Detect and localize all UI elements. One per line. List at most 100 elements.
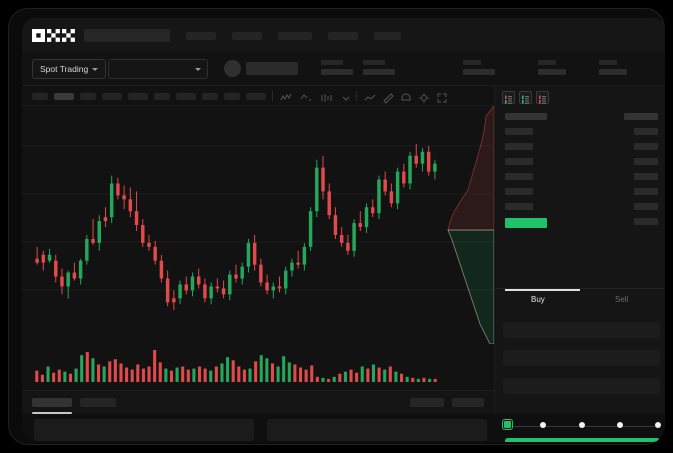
amount-slider-handle[interactable] — [503, 420, 512, 429]
header-nav-item-0[interactable] — [186, 32, 216, 40]
orderbook-ask-row[interactable] — [624, 113, 658, 120]
tab-sell[interactable]: Sell — [615, 295, 629, 304]
coin-avatar — [224, 60, 241, 77]
ticker-stat-label — [463, 60, 481, 65]
orderbook-bid-row[interactable] — [505, 203, 533, 210]
template-icon[interactable] — [320, 91, 332, 109]
ticker-stat-value — [538, 69, 566, 75]
timeframe-button-1[interactable] — [54, 93, 74, 100]
ticker-stat-value — [599, 69, 627, 75]
orders-action-0[interactable] — [410, 398, 444, 407]
orderbook-highlight-row[interactable] — [505, 218, 547, 228]
ticker-stat-4 — [599, 60, 627, 75]
timeframe-button-7[interactable] — [202, 93, 218, 100]
app-header — [22, 18, 665, 52]
fullscreen-icon[interactable] — [436, 91, 448, 109]
bottom-panel-0[interactable] — [34, 419, 254, 441]
chart-toolbar — [22, 86, 494, 106]
header-nav-item-2[interactable] — [278, 32, 312, 40]
ticker-stat-value — [463, 69, 495, 75]
buy-tab-underline — [505, 289, 580, 291]
timeframe-button-8[interactable] — [224, 93, 240, 100]
orderbook-asks-icon[interactable] — [536, 91, 549, 104]
orderbook-bid-row[interactable] — [505, 188, 533, 195]
ticker-bar: Spot Trading — [22, 52, 665, 86]
ticker-stat-label — [538, 60, 556, 65]
bottom-panels — [22, 414, 665, 442]
device-bezel: Spot Trading — [8, 8, 665, 445]
orderbook-bids-icon[interactable] — [519, 91, 532, 104]
timeframe-button-4[interactable] — [128, 93, 148, 100]
spot-trading-label: Spot Trading — [40, 64, 89, 74]
orderbook-ask-row[interactable] — [634, 203, 658, 210]
slider-stop-100[interactable] — [655, 422, 661, 428]
orderbook-bid-row[interactable] — [505, 113, 547, 120]
orderbook-sidebar: Buy Sell — [494, 86, 665, 442]
orderbook-ask-row[interactable] — [634, 143, 658, 150]
ticker-stat-0 — [321, 60, 353, 75]
chevron-down-icon — [92, 67, 99, 71]
timeframe-button-0[interactable] — [32, 93, 48, 100]
orderbook-ask-row[interactable] — [634, 188, 658, 195]
orderbook-ask-row[interactable] — [634, 218, 658, 225]
orders-tab-0[interactable] — [32, 398, 72, 407]
orderbook-bid-row[interactable] — [505, 173, 533, 180]
order-price-field[interactable] — [503, 322, 660, 338]
buy-sell-tabs: Buy Sell — [495, 288, 665, 312]
orderbook-both-icon[interactable] — [502, 91, 515, 104]
ticker-stat-value — [363, 69, 395, 75]
submit-buy-button[interactable] — [505, 438, 660, 442]
orderbook-ask-row[interactable] — [634, 173, 658, 180]
timeframe-button-6[interactable] — [176, 93, 196, 100]
ticker-stat-3 — [538, 60, 566, 75]
order-total-field[interactable] — [503, 378, 660, 394]
orderbook-bid-row[interactable] — [505, 128, 533, 135]
toolbar-divider — [356, 91, 357, 101]
last-price — [246, 62, 298, 75]
okx-logo-icon[interactable] — [32, 29, 76, 42]
orderbook-ask-row[interactable] — [634, 128, 658, 135]
bottom-panel-1[interactable] — [267, 419, 487, 441]
ticker-stat-2 — [463, 60, 495, 75]
volume-histogram — [22, 344, 494, 390]
orders-tab-1[interactable] — [80, 398, 116, 407]
order-amount-field[interactable] — [503, 350, 660, 366]
spot-trading-dropdown[interactable]: Spot Trading — [32, 59, 107, 79]
orderbook-bid-row[interactable] — [505, 158, 533, 165]
ticker-stat-label — [321, 60, 343, 65]
chevron-down-icon — [195, 67, 201, 71]
timeframe-button-2[interactable] — [80, 93, 96, 100]
header-nav-item-1[interactable] — [232, 32, 262, 40]
slider-stop-75[interactable] — [616, 422, 623, 428]
line-chart-icon[interactable] — [364, 91, 376, 109]
timeframe-button-5[interactable] — [154, 93, 170, 100]
settings-icon[interactable] — [418, 91, 430, 109]
slider-stop-50[interactable] — [578, 422, 585, 428]
eraser-icon[interactable] — [382, 91, 394, 109]
timeframe-button-9[interactable] — [246, 93, 266, 100]
ticker-stat-1 — [363, 60, 395, 75]
ticker-stat-value — [321, 69, 353, 75]
slider-stop-25[interactable] — [540, 422, 547, 428]
orderbook-bid-row[interactable] — [505, 143, 533, 150]
toolbar-divider — [272, 91, 273, 101]
pair-select-dropdown[interactable] — [108, 59, 208, 79]
active-tab-underline — [32, 412, 72, 414]
app-screen: Spot Trading — [22, 18, 665, 442]
timeframe-button-3[interactable] — [102, 93, 122, 100]
compare-icon[interactable] — [300, 91, 312, 109]
header-nav-item-4[interactable] — [374, 32, 401, 40]
ticker-stat-label — [363, 60, 385, 65]
orderbook-ask-row[interactable] — [634, 158, 658, 165]
ticker-stat-label — [599, 60, 617, 65]
candlestick-chart[interactable] — [22, 106, 494, 344]
header-nav-item-3[interactable] — [328, 32, 358, 40]
chevron-down-icon[interactable] — [340, 91, 352, 109]
alert-icon[interactable] — [400, 91, 412, 109]
orders-tab-bar — [22, 390, 494, 414]
search-input[interactable] — [84, 29, 170, 42]
indicator-icon[interactable] — [280, 91, 292, 109]
orders-action-1[interactable] — [452, 398, 484, 407]
tab-buy[interactable]: Buy — [531, 295, 545, 304]
